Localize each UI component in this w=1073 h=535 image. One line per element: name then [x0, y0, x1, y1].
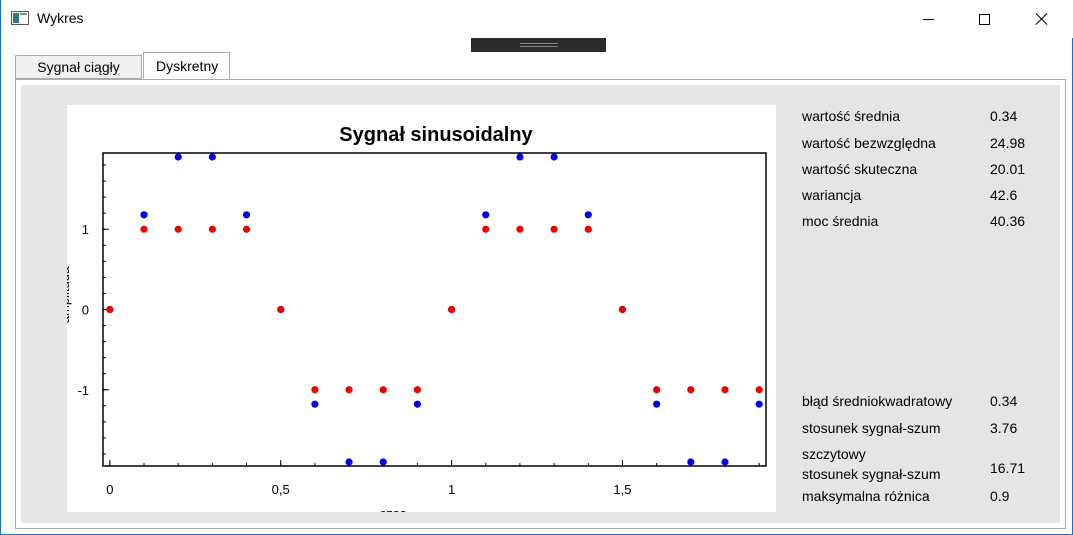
data-point-series-2 — [618, 305, 627, 314]
data-point-series-1 — [653, 400, 661, 408]
x-tick-label: 1 — [448, 482, 455, 497]
x-axis-label: czas — [380, 506, 407, 512]
data-point-series-2 — [516, 225, 524, 233]
x-tick-label: 0,5 — [272, 482, 290, 497]
close-icon — [1035, 12, 1049, 26]
debug-toolbar-handle[interactable] — [471, 38, 606, 52]
data-point-series-1 — [482, 211, 490, 219]
chart-canvas: Sygnał sinusoidalny 0 0,5 1 1,5 1 0 -1 czas a… — [67, 124, 767, 512]
stat-label: wartość bezwzględna — [802, 135, 936, 151]
data-point-series-1 — [721, 458, 729, 466]
minimize-button[interactable] — [905, 0, 951, 38]
stat-label: szczytowy — [802, 446, 866, 462]
x-tick-label: 1,5 — [613, 482, 631, 497]
y-tick-labels: 1 0 -1 — [77, 222, 89, 398]
axis-ticks — [103, 164, 760, 466]
data-point-series-2 — [413, 386, 422, 394]
data-point-series-1 — [516, 153, 524, 161]
stat-label: moc średnia — [802, 213, 879, 229]
data-point-series-2 — [687, 386, 695, 394]
stat-value: 0.34 — [990, 108, 1018, 124]
data-point-series-1 — [550, 153, 558, 161]
data-point-series-1 — [140, 211, 148, 219]
stat-label: wartość skuteczna — [802, 161, 918, 177]
data-point-series-2 — [106, 305, 114, 314]
data-point-series-2 — [447, 305, 456, 314]
stat-value: 16.71 — [990, 460, 1026, 476]
stat-value: 20.01 — [990, 161, 1026, 177]
stat-value: 24.98 — [990, 135, 1026, 151]
maximize-button[interactable] — [961, 0, 1007, 38]
data-point-series-1 — [174, 153, 182, 161]
data-point-series-2 — [174, 225, 182, 233]
data-point-series-1 — [311, 400, 319, 408]
data-point-series-2 — [653, 386, 661, 394]
stat-value: 0.9 — [990, 488, 1010, 504]
data-point-series-2 — [345, 386, 353, 394]
stat-value: 0.34 — [990, 393, 1018, 409]
stat-label: wariancja — [802, 187, 862, 203]
tab-discrete[interactable]: Dyskretny — [143, 52, 230, 79]
x-tick-labels: 0 0,5 1 1,5 — [106, 482, 631, 497]
stat-value: 3.76 — [990, 420, 1018, 436]
data-point-series-1 — [584, 211, 592, 219]
data-point-series-2 — [550, 225, 558, 233]
chart-title: Sygnał sinusoidalny — [339, 124, 533, 146]
data-point-series-2 — [721, 386, 729, 394]
stat-label: błąd średniokwadratowy — [802, 393, 953, 409]
data-point-series-2 — [277, 305, 285, 314]
data-point-series-2 — [242, 225, 251, 233]
data-points — [106, 153, 763, 466]
data-point-series-2 — [311, 386, 319, 394]
data-point-series-1 — [379, 458, 387, 466]
stat-label: maksymalna różnica — [802, 488, 930, 504]
stat-label: stosunek sygnał-szum — [802, 420, 941, 436]
maximize-icon — [978, 13, 990, 25]
data-point-series-2 — [482, 225, 490, 233]
y-tick-label: 0 — [82, 303, 89, 318]
data-point-series-1 — [242, 211, 251, 219]
x-tick-label: 0 — [106, 482, 113, 497]
data-point-series-2 — [208, 225, 216, 233]
data-point-series-1 — [345, 458, 353, 466]
drag-handle-icon — [519, 43, 558, 47]
stat-value: 40.36 — [990, 213, 1026, 229]
stat-value: 42.6 — [990, 187, 1018, 203]
tab-signal-continuous[interactable]: Sygnał ciągły — [15, 55, 142, 79]
y-tick-label: 1 — [82, 222, 89, 237]
data-point-series-2 — [755, 386, 763, 394]
stat-label: stosunek sygnał-szum — [802, 466, 941, 482]
data-point-series-2 — [379, 386, 387, 394]
data-point-series-2 — [584, 225, 592, 233]
plot-area — [102, 152, 767, 467]
window-title: Wykres — [37, 10, 84, 26]
y-axis-label: amplituda — [67, 266, 72, 323]
data-point-series-1 — [208, 153, 216, 161]
data-point-series-1 — [755, 400, 763, 408]
app-icon — [11, 11, 29, 25]
title-bar[interactable]: Wykres — [1, 0, 1073, 38]
minimize-icon — [922, 18, 934, 20]
close-button[interactable] — [1019, 0, 1065, 38]
stat-label: wartość średnia — [802, 108, 901, 124]
data-point-series-1 — [687, 458, 695, 466]
chart: Sygnał sinusoidalny 0 0,5 1 1,5 1 0 -1 czas a… — [67, 105, 776, 512]
data-point-series-1 — [413, 400, 422, 408]
y-tick-label: -1 — [77, 383, 89, 398]
data-point-series-2 — [140, 225, 148, 233]
